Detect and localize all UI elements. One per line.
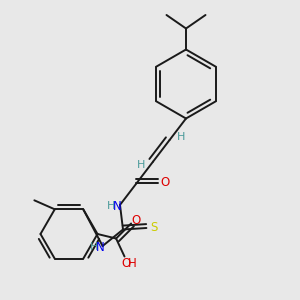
Text: N: N (113, 200, 122, 213)
Text: O: O (161, 176, 170, 189)
Text: N: N (96, 241, 105, 254)
Text: H: H (128, 256, 136, 270)
Text: S: S (150, 220, 157, 234)
Text: H: H (137, 160, 145, 170)
Text: H: H (107, 201, 115, 212)
Text: H: H (177, 131, 186, 142)
Text: H: H (89, 242, 98, 253)
Text: O: O (122, 256, 130, 270)
Text: O: O (132, 214, 141, 227)
